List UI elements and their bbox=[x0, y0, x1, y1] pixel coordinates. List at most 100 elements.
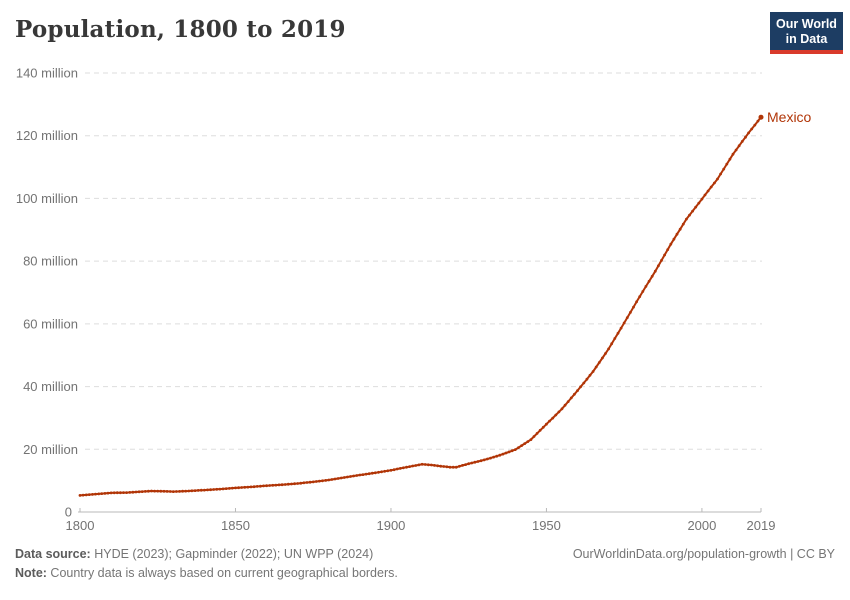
data-point-marker bbox=[448, 465, 452, 469]
data-point-marker bbox=[153, 489, 157, 493]
data-point-marker bbox=[290, 482, 293, 486]
data-point-marker bbox=[259, 484, 262, 488]
data-point-marker bbox=[218, 487, 222, 491]
data-point-marker bbox=[178, 490, 181, 493]
data-point-marker bbox=[433, 464, 436, 467]
data-point-marker bbox=[725, 162, 729, 166]
data-point-marker bbox=[426, 463, 430, 467]
data-point-marker bbox=[722, 167, 726, 171]
data-point-marker bbox=[719, 172, 722, 176]
data-point-marker bbox=[333, 477, 337, 481]
data-point-marker bbox=[597, 361, 601, 364]
data-point-marker bbox=[327, 478, 331, 482]
data-point-marker bbox=[234, 486, 237, 490]
note-label: Note: bbox=[15, 566, 47, 581]
data-point-marker bbox=[470, 461, 474, 465]
data-point-marker bbox=[224, 487, 228, 490]
data-point-marker bbox=[588, 373, 592, 377]
data-point-marker bbox=[302, 481, 306, 485]
data-point-marker bbox=[277, 483, 281, 487]
data-point-marker bbox=[87, 493, 91, 496]
data-point-marker bbox=[616, 331, 620, 335]
data-point-marker bbox=[84, 493, 88, 497]
credit-link[interactable]: OurWorldinData.org/population-growth | C… bbox=[572, 547, 835, 561]
data-point-marker bbox=[386, 469, 390, 473]
y-tick-label: 140 million bbox=[16, 66, 78, 81]
data-point-marker bbox=[685, 217, 688, 221]
data-point-marker bbox=[143, 490, 147, 493]
data-point-marker bbox=[411, 464, 415, 468]
data-point-marker bbox=[579, 385, 582, 389]
data-point-marker bbox=[513, 448, 517, 451]
data-point-marker bbox=[252, 485, 256, 489]
data-point-marker bbox=[666, 248, 670, 252]
chart-footer: Data source: HYDE (2023); Gapminder (202… bbox=[15, 545, 835, 584]
data-point-marker bbox=[504, 451, 508, 455]
data-point-marker bbox=[293, 482, 296, 486]
data-point-marker bbox=[321, 479, 324, 483]
x-tick-label: 2000 bbox=[687, 518, 716, 533]
data-point-marker bbox=[361, 473, 365, 476]
y-axis-zero-label: 0 bbox=[65, 505, 72, 520]
data-point-marker bbox=[255, 485, 259, 488]
data-point-marker bbox=[604, 352, 607, 355]
data-point-marker bbox=[97, 492, 101, 496]
data-point-marker bbox=[607, 347, 610, 351]
page-title: Population, 1800 to 2019 bbox=[15, 16, 346, 43]
data-point-marker bbox=[346, 475, 349, 479]
data-point-marker bbox=[190, 489, 194, 493]
data-point-marker bbox=[103, 492, 107, 495]
data-point-marker bbox=[193, 489, 197, 492]
data-point-marker bbox=[240, 486, 244, 489]
data-point-marker bbox=[408, 465, 411, 468]
data-point-marker bbox=[545, 422, 548, 426]
x-tick-label: 1950 bbox=[532, 518, 561, 533]
data-point-marker bbox=[231, 486, 234, 490]
data-point-marker bbox=[125, 491, 128, 494]
data-point-marker bbox=[318, 479, 321, 483]
data-point-marker bbox=[308, 480, 312, 484]
y-tick-label: 60 million bbox=[23, 316, 78, 331]
data-point-marker bbox=[728, 157, 732, 161]
data-point-marker bbox=[576, 389, 579, 392]
data-point-marker bbox=[115, 491, 119, 495]
data-point-marker bbox=[296, 482, 300, 485]
data-point-marker bbox=[669, 242, 673, 246]
data-point-marker bbox=[557, 410, 561, 414]
data-point-marker bbox=[541, 425, 545, 429]
data-point-marker bbox=[383, 469, 387, 473]
data-point-marker bbox=[314, 480, 318, 483]
data-point-marker bbox=[501, 452, 505, 456]
data-point-marker bbox=[691, 209, 694, 213]
data-point-marker bbox=[750, 127, 754, 131]
data-point-marker bbox=[299, 481, 303, 485]
x-tick-label: 1850 bbox=[221, 518, 250, 533]
data-point-marker bbox=[364, 472, 368, 476]
data-point-marker bbox=[467, 462, 471, 466]
data-point-marker bbox=[140, 490, 144, 493]
data-point-marker bbox=[175, 490, 178, 493]
data-point-marker bbox=[165, 490, 169, 493]
data-point-marker bbox=[657, 264, 660, 268]
note-line: Note: Country data is always based on cu… bbox=[15, 564, 398, 583]
data-point-marker bbox=[78, 494, 82, 497]
data-point-marker bbox=[492, 455, 495, 459]
data-point-marker bbox=[635, 300, 638, 304]
data-point-marker bbox=[476, 460, 480, 463]
data-point-marker bbox=[243, 485, 247, 489]
data-point-marker bbox=[632, 305, 635, 309]
data-point-marker bbox=[473, 460, 477, 464]
data-point-marker bbox=[638, 295, 642, 298]
data-point-marker bbox=[199, 488, 203, 492]
data-point-marker bbox=[731, 152, 735, 156]
data-point-marker bbox=[405, 465, 408, 469]
data-point-marker bbox=[585, 377, 589, 381]
data-point-marker bbox=[672, 237, 676, 241]
data-point-marker bbox=[112, 491, 116, 495]
data-point-marker bbox=[380, 470, 383, 474]
data-point-marker bbox=[482, 458, 486, 462]
data-point-marker bbox=[694, 205, 698, 209]
data-point-marker bbox=[706, 189, 710, 193]
data-point-marker bbox=[430, 463, 433, 467]
